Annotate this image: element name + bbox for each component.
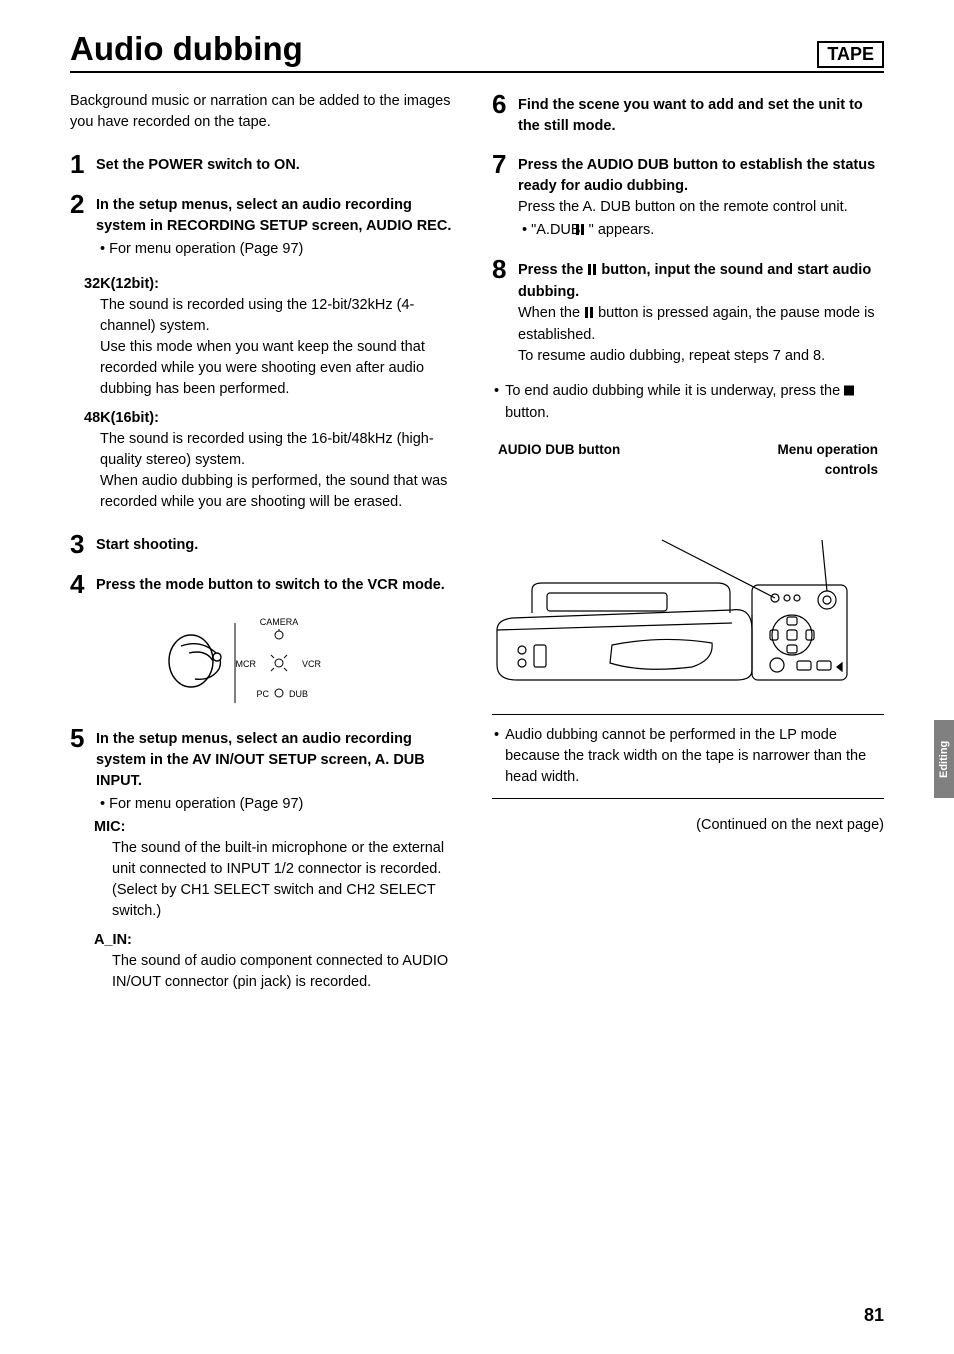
page-number: 81: [864, 1305, 884, 1326]
step-heading: Set the POWER switch to ON.: [96, 157, 300, 173]
step-heading: Start shooting.: [96, 537, 198, 553]
step-heading: In the setup menus, select an audio reco…: [96, 195, 462, 237]
step-7: 7 Press the AUDIO DUB button to establis…: [492, 151, 884, 242]
tape-badge: TAPE: [817, 41, 884, 68]
step-6: 6 Find the scene you want to add and set…: [492, 91, 884, 137]
mode-camera-label: CAMERA: [260, 617, 299, 627]
mode-pc-label: PC: [256, 689, 269, 699]
page-title: Audio dubbing: [70, 30, 303, 68]
option-48k-desc2: When audio dubbing is performed, the sou…: [84, 471, 462, 513]
step-number: 2: [70, 191, 88, 260]
step-number: 4: [70, 571, 88, 597]
device-illustration: [492, 485, 862, 685]
mic-desc: The sound of the built-in microphone or …: [96, 838, 462, 922]
step-number: 7: [492, 151, 510, 242]
left-column: Background music or narration can be add…: [70, 91, 462, 1007]
step-8: 8 Press the button, input the sound and …: [492, 256, 884, 367]
pause-icon: [584, 304, 594, 325]
option-48k-desc: The sound is recorded using the 16-bit/4…: [84, 429, 462, 471]
option-32k-desc: The sound is recorded using the 12-bit/3…: [84, 295, 462, 337]
step-4: 4 Press the mode button to switch to the…: [70, 571, 462, 597]
menu-ref: For menu operation (Page 97): [96, 239, 462, 260]
step-2: 2 In the setup menus, select an audio re…: [70, 191, 462, 260]
option-32k-label: 32K(12bit):: [84, 274, 462, 295]
step-number: 3: [70, 531, 88, 557]
step-1: 1 Set the POWER switch to ON.: [70, 151, 462, 177]
option-32k-desc2: Use this mode when you want keep the sou…: [84, 337, 462, 400]
step-8-line2: To resume audio dubbing, repeat steps 7 …: [518, 346, 884, 367]
step-heading: Press the AUDIO DUB button to establish …: [518, 155, 884, 197]
step-heading: In the setup menus, select an audio reco…: [96, 729, 462, 792]
intro-text: Background music or narration can be add…: [70, 91, 462, 133]
audio-rec-options: 32K(12bit): The sound is recorded using …: [70, 274, 462, 513]
step-8-line1: When the button is pressed again, the pa…: [518, 303, 884, 346]
lp-mode-note: • Audio dubbing cannot be performed in t…: [492, 714, 884, 799]
step-heading: Press the button, input the sound and st…: [518, 260, 884, 303]
step-number: 6: [492, 91, 510, 137]
step-3: 3 Start shooting.: [70, 531, 462, 557]
end-dubbing-note: • To end audio dubbing while it is under…: [492, 381, 884, 424]
continued-text: (Continued on the next page): [492, 815, 884, 836]
mic-label: MIC:: [94, 817, 462, 838]
callout-menu-controls: Menu operation controls: [738, 440, 878, 479]
menu-ref: For menu operation (Page 97): [96, 794, 462, 815]
mode-mcr-label: MCR: [236, 659, 257, 669]
step-heading: Press the mode button to switch to the V…: [96, 577, 445, 593]
step-heading: Find the scene you want to add and set t…: [518, 97, 863, 134]
step-number: 8: [492, 256, 510, 367]
section-tab: Editing: [934, 720, 954, 798]
step-7-line: Press the A. DUB button on the remote co…: [518, 197, 884, 218]
option-48k-label: 48K(16bit):: [84, 408, 462, 429]
step-5: 5 In the setup menus, select an audio re…: [70, 725, 462, 993]
mode-switch-figure: CAMERA MCR VCR PC DUB: [70, 611, 462, 711]
stop-icon: [844, 382, 854, 403]
pause-icon: [587, 261, 597, 282]
mode-vcr-label: VCR: [302, 659, 322, 669]
right-column: 6 Find the scene you want to add and set…: [492, 91, 884, 1007]
step-number: 5: [70, 725, 88, 993]
note-text: Audio dubbing cannot be performed in the…: [505, 725, 884, 788]
adub-appears: "A.DUB " appears.: [518, 220, 884, 242]
ain-desc: The sound of audio component connected t…: [96, 951, 462, 993]
ain-label: A_IN:: [94, 930, 462, 951]
step-number: 1: [70, 151, 88, 177]
mode-dub-label: DUB: [289, 689, 308, 699]
callout-audio-dub: AUDIO DUB button: [498, 440, 620, 479]
